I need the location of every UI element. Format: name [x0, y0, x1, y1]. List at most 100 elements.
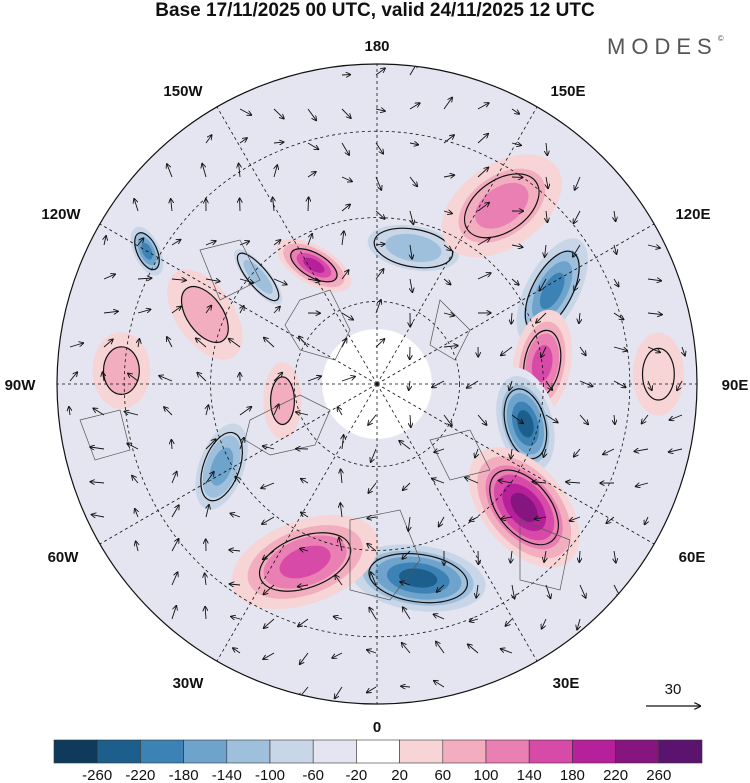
anomaly-pink-canada-arctic: [263, 362, 302, 440]
lon-label-90e: 90E: [722, 377, 749, 394]
wind-arrow: [579, 380, 593, 386]
wind-arrow: [436, 642, 445, 654]
wind-arrow: [239, 407, 251, 416]
wind-arrow: [579, 584, 586, 598]
wind-arrow: [171, 539, 179, 552]
colorbar-tick-label: 20: [391, 767, 408, 783]
wind-arrow: [574, 448, 581, 457]
wind-arrow: [647, 279, 661, 281]
wind-arrow: [137, 238, 143, 246]
wind-arrow: [339, 538, 342, 552]
wind-arrow: [443, 135, 454, 144]
colorbar: -260 -220 -180 -140 -100 -60 -20 20 60 100 140 180 2…: [53, 739, 703, 783]
map-border: [56, 63, 698, 705]
lon-label-60w: 60W: [48, 549, 80, 566]
wind-arrow: [577, 618, 580, 630]
wind-arrow: [542, 618, 547, 629]
wind-arrow: [477, 134, 488, 144]
wind-arrow: [239, 138, 247, 144]
meridian-line: [216, 383, 378, 662]
wind-arrow: [579, 346, 586, 355]
wind-arrow: [341, 108, 351, 118]
wind-arrow: [544, 550, 546, 562]
wind-arrow: [642, 414, 649, 424]
wind-arrow: [410, 414, 411, 427]
map-title: Base 17/11/2025 00 UTC, valid 24/11/2025…: [155, 0, 595, 21]
wind-arrow: [164, 407, 173, 416]
wind-arrow: [603, 448, 615, 454]
wind-arrow: [307, 376, 321, 382]
wind-arrow: [573, 244, 581, 257]
wind-arrow: [536, 312, 547, 323]
colorbar-swatch: [528, 739, 573, 764]
graticule: [57, 64, 697, 704]
wind-arrow: [375, 339, 384, 348]
colorbar-swatch: [356, 739, 400, 764]
wind-arrow: [341, 270, 349, 280]
wind-arrow: [545, 380, 552, 390]
wind-arrow: [335, 575, 343, 586]
wind-arrow: [613, 346, 627, 351]
wind-arrow: [677, 380, 683, 390]
anomaly-field: [92, 154, 684, 618]
wind-arrow: [375, 142, 383, 154]
wind-arrow: [532, 482, 547, 483]
meridian-line: [99, 383, 378, 545]
wind-arrow: [511, 312, 512, 324]
wind-arrow: [477, 168, 488, 178]
coastline: [429, 429, 491, 481]
wind-arrow: [90, 447, 105, 449]
wind-arrow: [171, 307, 181, 314]
wind-arrow: [434, 614, 445, 620]
wind-arrow: [341, 176, 352, 182]
wind-arrow: [544, 448, 547, 457]
wind-arrow: [409, 210, 413, 224]
lon-label-0: 0: [373, 719, 381, 736]
wind-arrow: [103, 274, 115, 280]
anomaly-purple-urals: [468, 447, 580, 568]
wind-arrow: [545, 584, 551, 598]
wind-arrow: [443, 175, 454, 177]
anomaly-blue-arctic-siberia: [350, 216, 477, 280]
wind-arrow: [443, 98, 452, 110]
wind-arrow: [341, 312, 353, 320]
wind-arrow: [432, 479, 445, 484]
wind-arrow: [341, 377, 355, 382]
colorbar-swatch: [183, 739, 228, 764]
wind-arrow: [409, 103, 420, 110]
wind-arrow: [340, 503, 342, 518]
wind-arrow: [375, 109, 385, 111]
wind-arrow: [300, 549, 309, 551]
wind-arrow: [367, 544, 377, 552]
wind-arrow: [307, 172, 316, 178]
wind-arrow: [159, 376, 173, 382]
wind-arrow: [342, 231, 344, 246]
wind-arrow: [545, 244, 546, 257]
wind-arrow: [171, 240, 181, 246]
meridian-line: [376, 383, 538, 662]
wind-arrow: [205, 472, 214, 484]
wind-arrow: [274, 165, 277, 178]
wind-arrow: [263, 446, 275, 449]
colorbar-tick-label: 100: [473, 767, 498, 783]
copyright-mark: ©: [717, 34, 724, 43]
wind-arrow: [264, 618, 275, 628]
wind-arrow: [171, 199, 172, 212]
colorbar-swatch: [269, 739, 314, 764]
wind-arrow: [307, 108, 316, 120]
wind-arrow: [512, 584, 515, 599]
wind-arrow: [135, 509, 138, 518]
coastline: [199, 239, 261, 301]
wind-arrow: [443, 414, 452, 426]
wind-arrow: [205, 306, 211, 314]
wind-arrow: [443, 346, 458, 347]
wind-arrow: [264, 338, 275, 348]
wind-arrow: [408, 516, 410, 531]
colorbar-tick-label: -140: [212, 767, 242, 783]
wind-arrow: [511, 245, 523, 247]
colorbar-swatch: [572, 739, 616, 764]
wind-arrow: [511, 108, 519, 114]
wind-arrow: [335, 686, 343, 698]
wind-arrow: [375, 210, 385, 219]
colorbar-tick-label: 180: [560, 767, 585, 783]
